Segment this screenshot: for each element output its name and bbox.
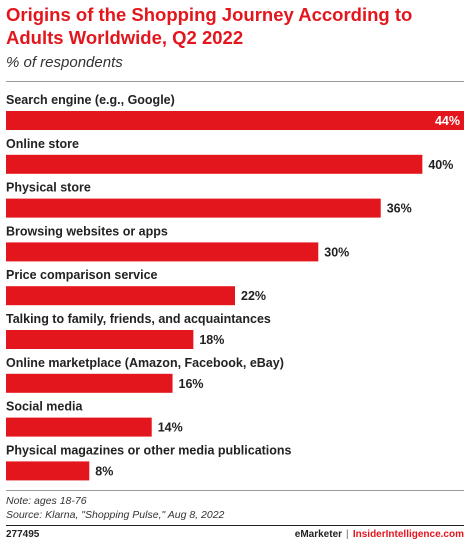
value-label: 40% xyxy=(428,158,453,172)
bar xyxy=(6,417,152,437)
bar xyxy=(6,242,319,262)
bar xyxy=(6,111,464,130)
chart-title: Origins of the Shopping Journey Accordin… xyxy=(6,4,413,48)
bar xyxy=(6,461,90,481)
category-label: Physical magazines or other media public… xyxy=(6,443,292,457)
chart-subtitle: % of respondents xyxy=(6,54,123,71)
value-label: 44% xyxy=(435,114,460,128)
brand-emarketer: eMarketer xyxy=(294,529,343,540)
category-label: Search engine (e.g., Google) xyxy=(6,93,175,107)
category-label: Social media xyxy=(6,400,83,414)
category-label: Price comparison service xyxy=(6,268,158,282)
chart-source: Source: Klarna, "Shopping Pulse," Aug 8,… xyxy=(6,509,225,521)
chart-note: Note: ages 18-76 xyxy=(6,495,87,507)
category-label: Browsing websites or apps xyxy=(6,224,168,238)
category-label: Talking to family, friends, and acquaint… xyxy=(6,312,271,326)
brand-insider-intelligence: InsiderIntelligence.com xyxy=(352,529,464,540)
value-label: 14% xyxy=(158,421,183,435)
bar xyxy=(6,198,381,218)
bar xyxy=(6,330,194,349)
value-label: 22% xyxy=(241,289,266,303)
bar-chart: Search engine (e.g., Google) 44% Online st… xyxy=(6,93,464,481)
value-label: 30% xyxy=(324,245,349,259)
category-label: Online marketplace (Amazon, Facebook, eB… xyxy=(6,356,284,370)
top-divider xyxy=(6,81,464,82)
brand-separator: | xyxy=(346,529,349,540)
value-label: 16% xyxy=(179,377,204,391)
bar xyxy=(6,286,235,306)
footer-divider xyxy=(6,525,464,526)
category-label: Physical store xyxy=(6,181,91,195)
chart-id: 277495 xyxy=(6,529,40,540)
value-label: 36% xyxy=(387,202,412,216)
bar xyxy=(6,373,173,393)
brand-credit: eMarketer | InsiderIntelligence.com xyxy=(295,529,464,540)
category-label: Online store xyxy=(6,137,79,151)
bottom-divider xyxy=(6,490,464,491)
bar xyxy=(6,154,423,174)
value-label: 18% xyxy=(199,333,224,347)
value-label: 8% xyxy=(95,464,113,478)
